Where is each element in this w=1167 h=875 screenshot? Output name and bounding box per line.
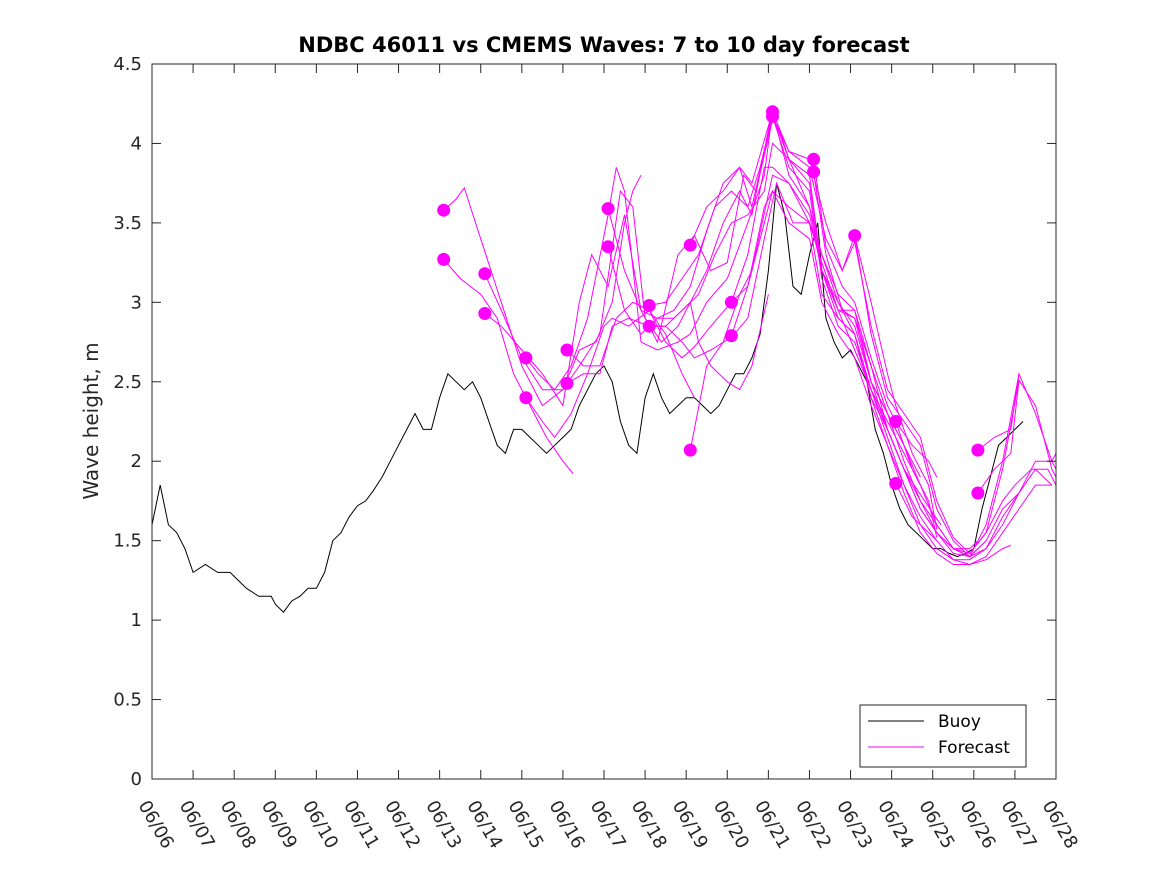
legend-box (859, 704, 1027, 768)
y-axis: 0 0.5 1 1.5 2 2.5 3 3.5 4 4.5 (113, 54, 1056, 790)
x-tick-label: 06/13 (421, 797, 465, 852)
forecast-line-5 (525, 111, 773, 391)
forecast-line-6 (525, 309, 695, 439)
forecast-line-7 (566, 190, 942, 526)
forecast-line-1 (443, 259, 574, 475)
x-tick-label: 06/07 (175, 797, 219, 852)
x-tick-label: 06/25 (914, 797, 958, 852)
x-tick-label: 06/12 (380, 797, 424, 852)
forecast-line-16 (730, 190, 1052, 566)
legend-label-buoy: Buoy (938, 712, 981, 732)
x-tick-label: 06/24 (873, 797, 917, 852)
forecast-marker-12 (642, 319, 656, 333)
x-tick-label: 06/08 (216, 797, 260, 852)
forecast-marker-9 (601, 202, 615, 216)
forecast-marker-7 (560, 343, 574, 357)
forecast-marker-13 (683, 238, 697, 252)
x-tick-label: 06/09 (257, 797, 301, 852)
y-tick-label: 1.5 (113, 531, 142, 552)
y-tick-label: 1 (131, 610, 142, 631)
forecast-line-22 (895, 421, 938, 538)
x-tick-label: 06/11 (339, 797, 383, 852)
forecast-marker-15 (724, 295, 738, 309)
forecast-marker-11 (642, 299, 656, 312)
x-tick-label: 06/20 (709, 797, 753, 852)
x-tick-label: 06/23 (832, 797, 876, 852)
x-tick-label: 06/21 (750, 797, 794, 852)
forecast-marker-21 (848, 229, 862, 243)
forecast-line-25 (977, 380, 1020, 494)
x-tick-label: 06/16 (545, 797, 589, 852)
forecast-marker-16 (724, 329, 738, 343)
y-tick-label: 4 (131, 133, 142, 154)
forecast-marker-19 (807, 152, 821, 166)
y-tick-label: 3.5 (113, 213, 142, 234)
forecast-marker-4 (478, 307, 492, 320)
forecast-marker-2 (437, 203, 451, 217)
forecast-marker-8 (560, 376, 574, 390)
plot-area (152, 64, 1056, 779)
y-tick-label: 0 (131, 769, 142, 790)
forecast-marker-20 (807, 165, 821, 179)
forecast-marker-6 (519, 391, 533, 405)
y-tick-label: 0.5 (113, 690, 142, 711)
legend: Buoy Forecast (859, 704, 1027, 768)
y-tick-label: 4.5 (113, 54, 142, 75)
x-tick-label: 06/19 (668, 797, 712, 852)
chart-title: NDBC 46011 vs CMEMS Waves: 7 to 10 day f… (298, 33, 909, 57)
y-tick-label: 2.5 (113, 372, 142, 393)
forecast-line-9 (607, 109, 987, 558)
x-tick-label: 06/27 (997, 797, 1041, 852)
forecast-marker-23 (889, 477, 903, 490)
forecast-marker-25 (971, 486, 985, 500)
x-tick-label: 06/26 (955, 797, 999, 852)
y-tick-label: 2 (131, 451, 142, 472)
forecast-markers (437, 105, 985, 500)
forecast-line-20 (813, 171, 979, 550)
x-tick-label: 06/17 (586, 797, 630, 852)
forecast-line-2 (443, 174, 642, 407)
forecast-marker-18 (766, 109, 779, 123)
forecast-marker-22 (889, 415, 903, 428)
x-tick-label: 06/22 (791, 797, 835, 852)
x-tick-label: 06/06 (134, 797, 178, 852)
x-tick-label: 06/15 (503, 797, 547, 852)
forecast-line-12 (649, 142, 1011, 565)
forecast-marker-10 (601, 240, 615, 254)
y-tick-label: 3 (131, 292, 142, 313)
x-tick-label: 06/10 (298, 797, 342, 852)
forecast-marker-24 (971, 443, 985, 457)
x-tick-label: 06/18 (627, 797, 671, 852)
legend-label-forecast: Forecast (938, 738, 1010, 758)
forecast-marker-14 (683, 443, 697, 457)
forecast-line-23 (895, 483, 938, 542)
x-tick-label: 06/14 (462, 797, 506, 852)
y-axis-label: Wave height, m (79, 342, 103, 499)
forecast-line-24 (977, 373, 1020, 451)
forecast-marker-1 (437, 252, 451, 266)
forecast-line-21 (854, 235, 938, 530)
forecast-marker-5 (519, 351, 533, 365)
forecast-line-19 (813, 159, 938, 478)
x-tick-label: 06/28 (1038, 797, 1082, 852)
forecast-marker-3 (478, 267, 492, 281)
